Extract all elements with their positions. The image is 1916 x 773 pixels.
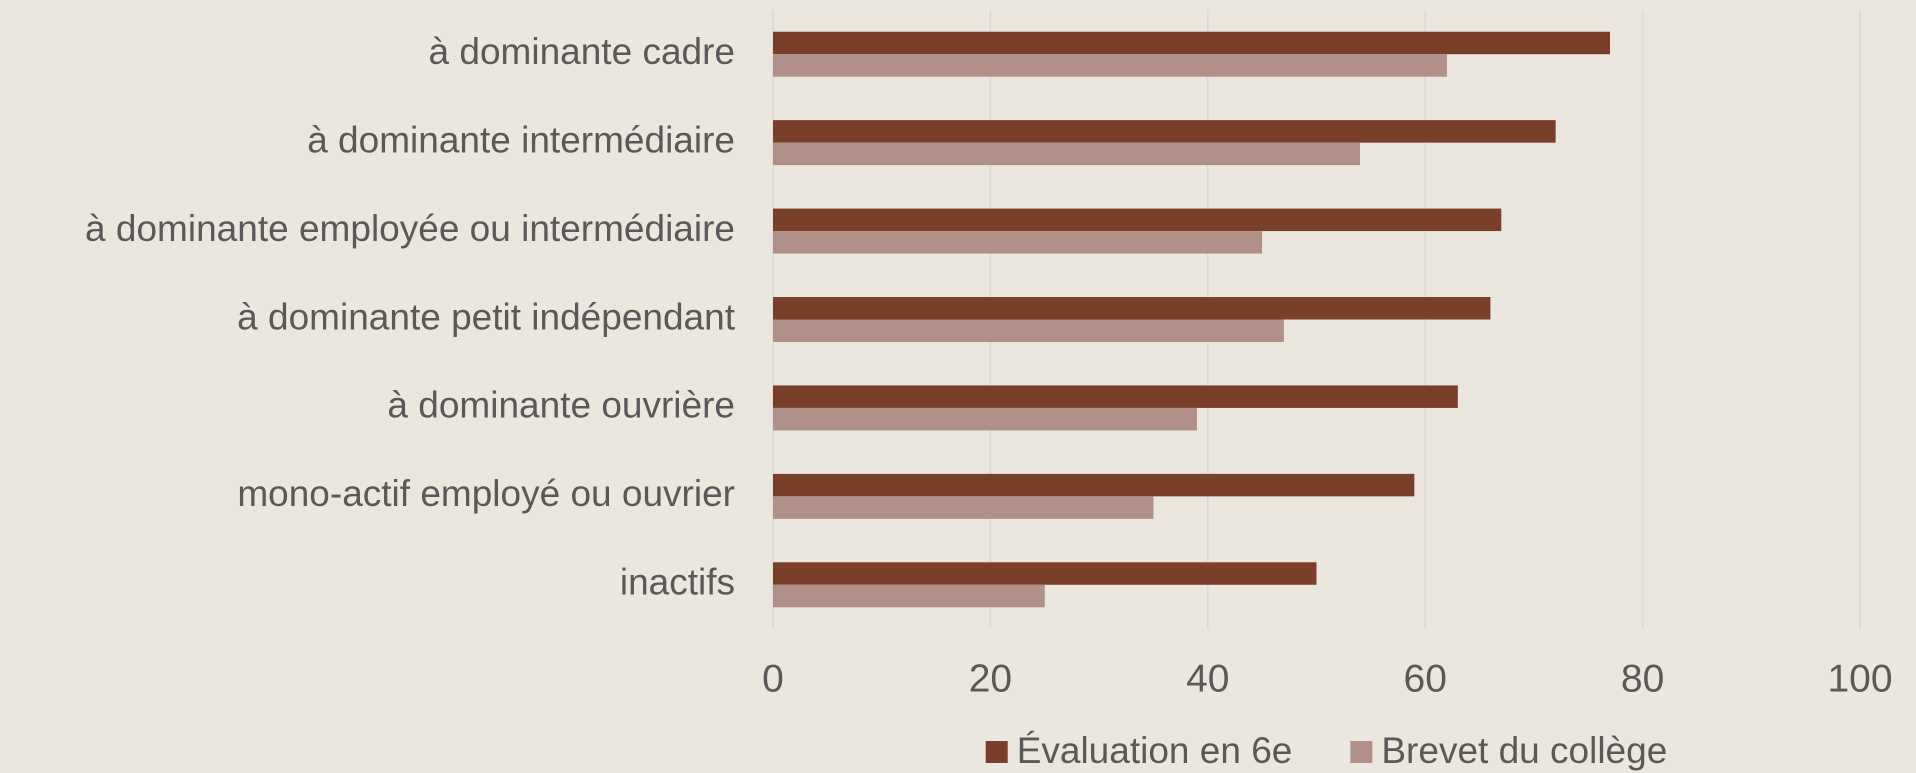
bar [773,142,1360,166]
bar [773,562,1317,585]
bar [773,319,1284,342]
bar [773,54,1447,77]
x-tick-label: 60 [1404,657,1447,700]
x-tick-label: 100 [1827,657,1892,700]
legend-label: Évaluation en 6e [1017,730,1293,771]
y-tick-label: à dominante intermédiaire [307,119,735,160]
y-tick-label: à dominante ouvrière [387,385,735,426]
bar [773,496,1154,519]
legend-swatch [1350,741,1373,763]
y-tick-label: mono-actif employé ou ouvrier [237,473,735,514]
y-tick-label: inactifs [620,562,735,603]
bar [773,231,1263,254]
x-tick-label: 40 [1186,657,1229,700]
y-tick-label: à dominante employée ou intermédiaire [85,208,735,249]
x-tick-label: 80 [1621,657,1664,700]
bar [773,297,1491,320]
y-tick-label: à dominante petit indépendant [237,296,736,337]
y-tick-label: à dominante cadre [429,31,735,72]
bar [773,473,1415,497]
bar [773,208,1502,232]
x-tick-label: 0 [762,657,784,700]
x-tick-label: 20 [969,657,1012,700]
bar [773,120,1556,143]
legend-swatch [985,741,1008,763]
bar [773,584,1045,608]
bar [773,385,1458,408]
legend-label: Brevet du collège [1381,730,1667,771]
bar [773,407,1197,431]
bar [773,31,1610,55]
